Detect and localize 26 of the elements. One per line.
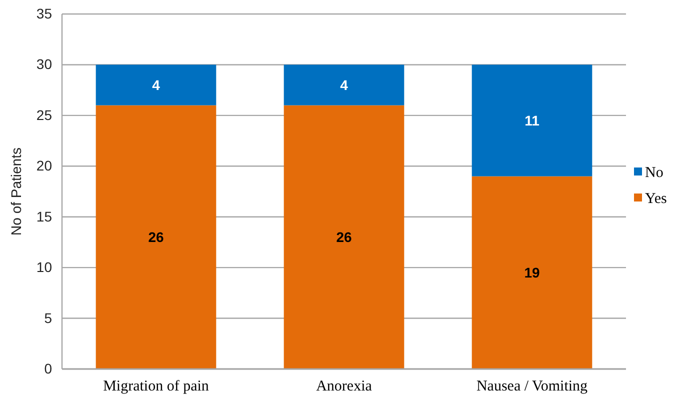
data-label: 4 [340,76,348,93]
y-tick-label: 20 [36,158,52,174]
bar [96,64,216,106]
bar [472,64,592,176]
data-label: 26 [148,229,164,246]
x-tick-label: Nausea / Vomiting [476,378,588,395]
y-axis-title: No of Patients [8,148,24,236]
data-label: 4 [152,76,160,93]
legend-label: Yes [645,190,667,207]
y-tick-label: 10 [36,259,52,276]
y-tick-label: 5 [44,310,52,326]
legend-label: No [645,164,664,181]
x-tick-label: Migration of pain [103,378,210,395]
y-tick-label: 25 [36,106,52,123]
y-tick-label: 35 [36,5,52,22]
data-label: 26 [336,229,352,246]
y-tick-label: 15 [36,208,52,224]
y-tick-label: 30 [36,56,52,72]
bar [96,105,216,369]
data-label: 19 [524,264,540,281]
bar [472,176,592,369]
bar [284,105,404,369]
y-tick-label: 0 [44,360,52,376]
data-label: 11 [524,112,540,128]
bar [284,64,404,106]
x-tick-label: Anorexia [316,378,372,395]
